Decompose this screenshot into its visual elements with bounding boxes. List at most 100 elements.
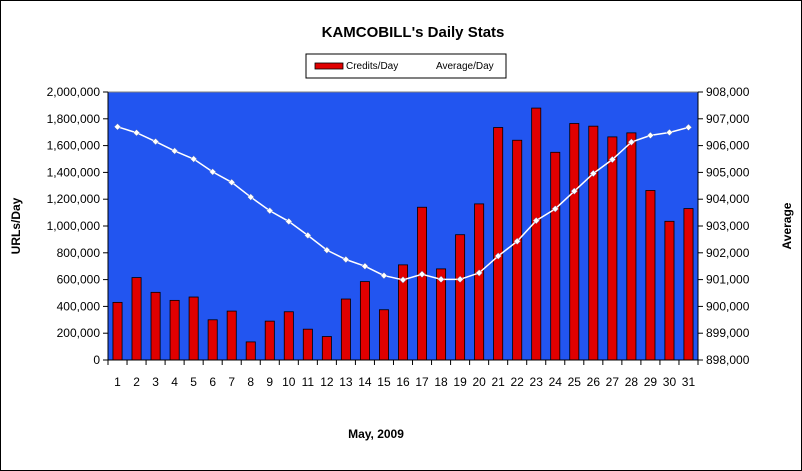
bar [264, 320, 275, 361]
y-tick-label: 1,200,000 [47, 192, 101, 206]
average-point [589, 169, 597, 178]
average-point [132, 129, 141, 137]
legend-swatch-credits [314, 62, 344, 70]
bar [302, 328, 313, 361]
legend: Credits/Day Average/Day [305, 53, 507, 79]
bar [455, 234, 466, 361]
average-point [627, 138, 635, 146]
legend-label-average: Average/Day [436, 61, 494, 72]
y-tick-label: 1,400,000 [47, 165, 101, 179]
average-point [113, 123, 122, 131]
x-tick-label: 6 [209, 375, 216, 389]
average-point [437, 275, 445, 283]
x-tick-label: 17 [415, 375, 429, 389]
x-tick-label: 10 [282, 375, 296, 389]
y-axis-label: URLs/Day [9, 197, 23, 254]
bar [664, 220, 675, 361]
y-tick-label: 0 [93, 353, 100, 367]
x-tick-label: 14 [358, 375, 372, 389]
legend-label-credits: Credits/Day [346, 61, 398, 72]
bar [226, 310, 237, 361]
x-tick-label: 15 [377, 375, 391, 389]
bar [493, 127, 504, 361]
bar [569, 123, 580, 361]
x-tick-label: 8 [247, 375, 254, 389]
bar [359, 281, 370, 361]
bar [150, 291, 161, 361]
x-tick-label: 23 [530, 375, 544, 389]
x-axis-label: May, 2009 [348, 427, 404, 441]
average-point [551, 205, 559, 213]
x-tick-label: 28 [625, 375, 639, 389]
x-tick-label: 22 [511, 375, 525, 389]
x-tick-label: 7 [228, 375, 235, 389]
y-tick-label: 800,000 [57, 246, 101, 260]
x-tick-label: 18 [434, 375, 448, 389]
bar [188, 296, 199, 361]
average-point [171, 147, 179, 155]
x-tick-label: 29 [644, 375, 658, 389]
average-point [380, 272, 388, 280]
average-point [152, 138, 160, 146]
y2-tick-label: 907,000 [706, 112, 750, 126]
y2-tick-label: 899,000 [706, 326, 750, 340]
x-tick-label: 16 [396, 375, 410, 389]
bar [474, 203, 485, 361]
x-tick-label: 9 [266, 375, 273, 389]
bar [207, 319, 218, 361]
average-point [361, 262, 369, 270]
average-point [228, 178, 236, 186]
x-tick-label: 30 [663, 375, 677, 389]
series-average-per-day [113, 123, 693, 284]
average-point [323, 246, 331, 254]
average-point [475, 269, 483, 277]
average-point [456, 275, 464, 283]
bar [417, 206, 427, 361]
x-tick-label: 2 [133, 375, 140, 389]
x-tick-label: 27 [606, 375, 620, 389]
y2-tick-label: 906,000 [706, 139, 750, 153]
average-point [513, 237, 521, 245]
y-tick-label: 600,000 [57, 273, 101, 287]
average-point [399, 276, 407, 284]
x-tick-label: 11 [302, 375, 315, 389]
bar [340, 298, 351, 361]
bar [283, 311, 294, 361]
x-tick-label: 20 [472, 375, 486, 389]
average-point [665, 128, 674, 137]
average-point [608, 155, 616, 164]
x-tick-label: 4 [171, 375, 178, 389]
y2-tick-label: 902,000 [706, 246, 750, 260]
bar [531, 107, 542, 361]
bar [131, 277, 142, 361]
x-tick-label: 3 [152, 375, 159, 389]
average-point [684, 123, 693, 131]
average-point [266, 207, 274, 215]
y-tick-label: 1,600,000 [47, 139, 101, 153]
average-point [418, 270, 426, 278]
y2-tick-label: 908,000 [706, 85, 750, 99]
y2-tick-label: 903,000 [706, 219, 750, 233]
y-axis-left: 0 200,000 400,000 600,000 800,000 1,000,000 1,… [47, 85, 109, 367]
bar [169, 299, 180, 361]
y2-axis-label: Average [780, 202, 794, 249]
bar [321, 336, 332, 361]
bar [645, 190, 656, 361]
average-point [304, 231, 312, 239]
x-tick-label: 26 [587, 375, 601, 389]
y2-tick-label: 901,000 [706, 273, 750, 287]
average-point [190, 155, 198, 163]
bar [512, 139, 523, 361]
bar [626, 132, 637, 361]
chart-title: KAMCOBILL's Daily Stats [322, 24, 505, 41]
y-tick-label: 2,000,000 [47, 85, 101, 99]
average-point [646, 131, 654, 139]
y-tick-label: 1,800,000 [47, 112, 101, 126]
bar [112, 301, 123, 361]
x-tick-label: 12 [320, 375, 334, 389]
bar [245, 341, 256, 361]
y2-tick-label: 904,000 [706, 192, 750, 206]
bar [683, 208, 694, 361]
bar [588, 125, 599, 361]
